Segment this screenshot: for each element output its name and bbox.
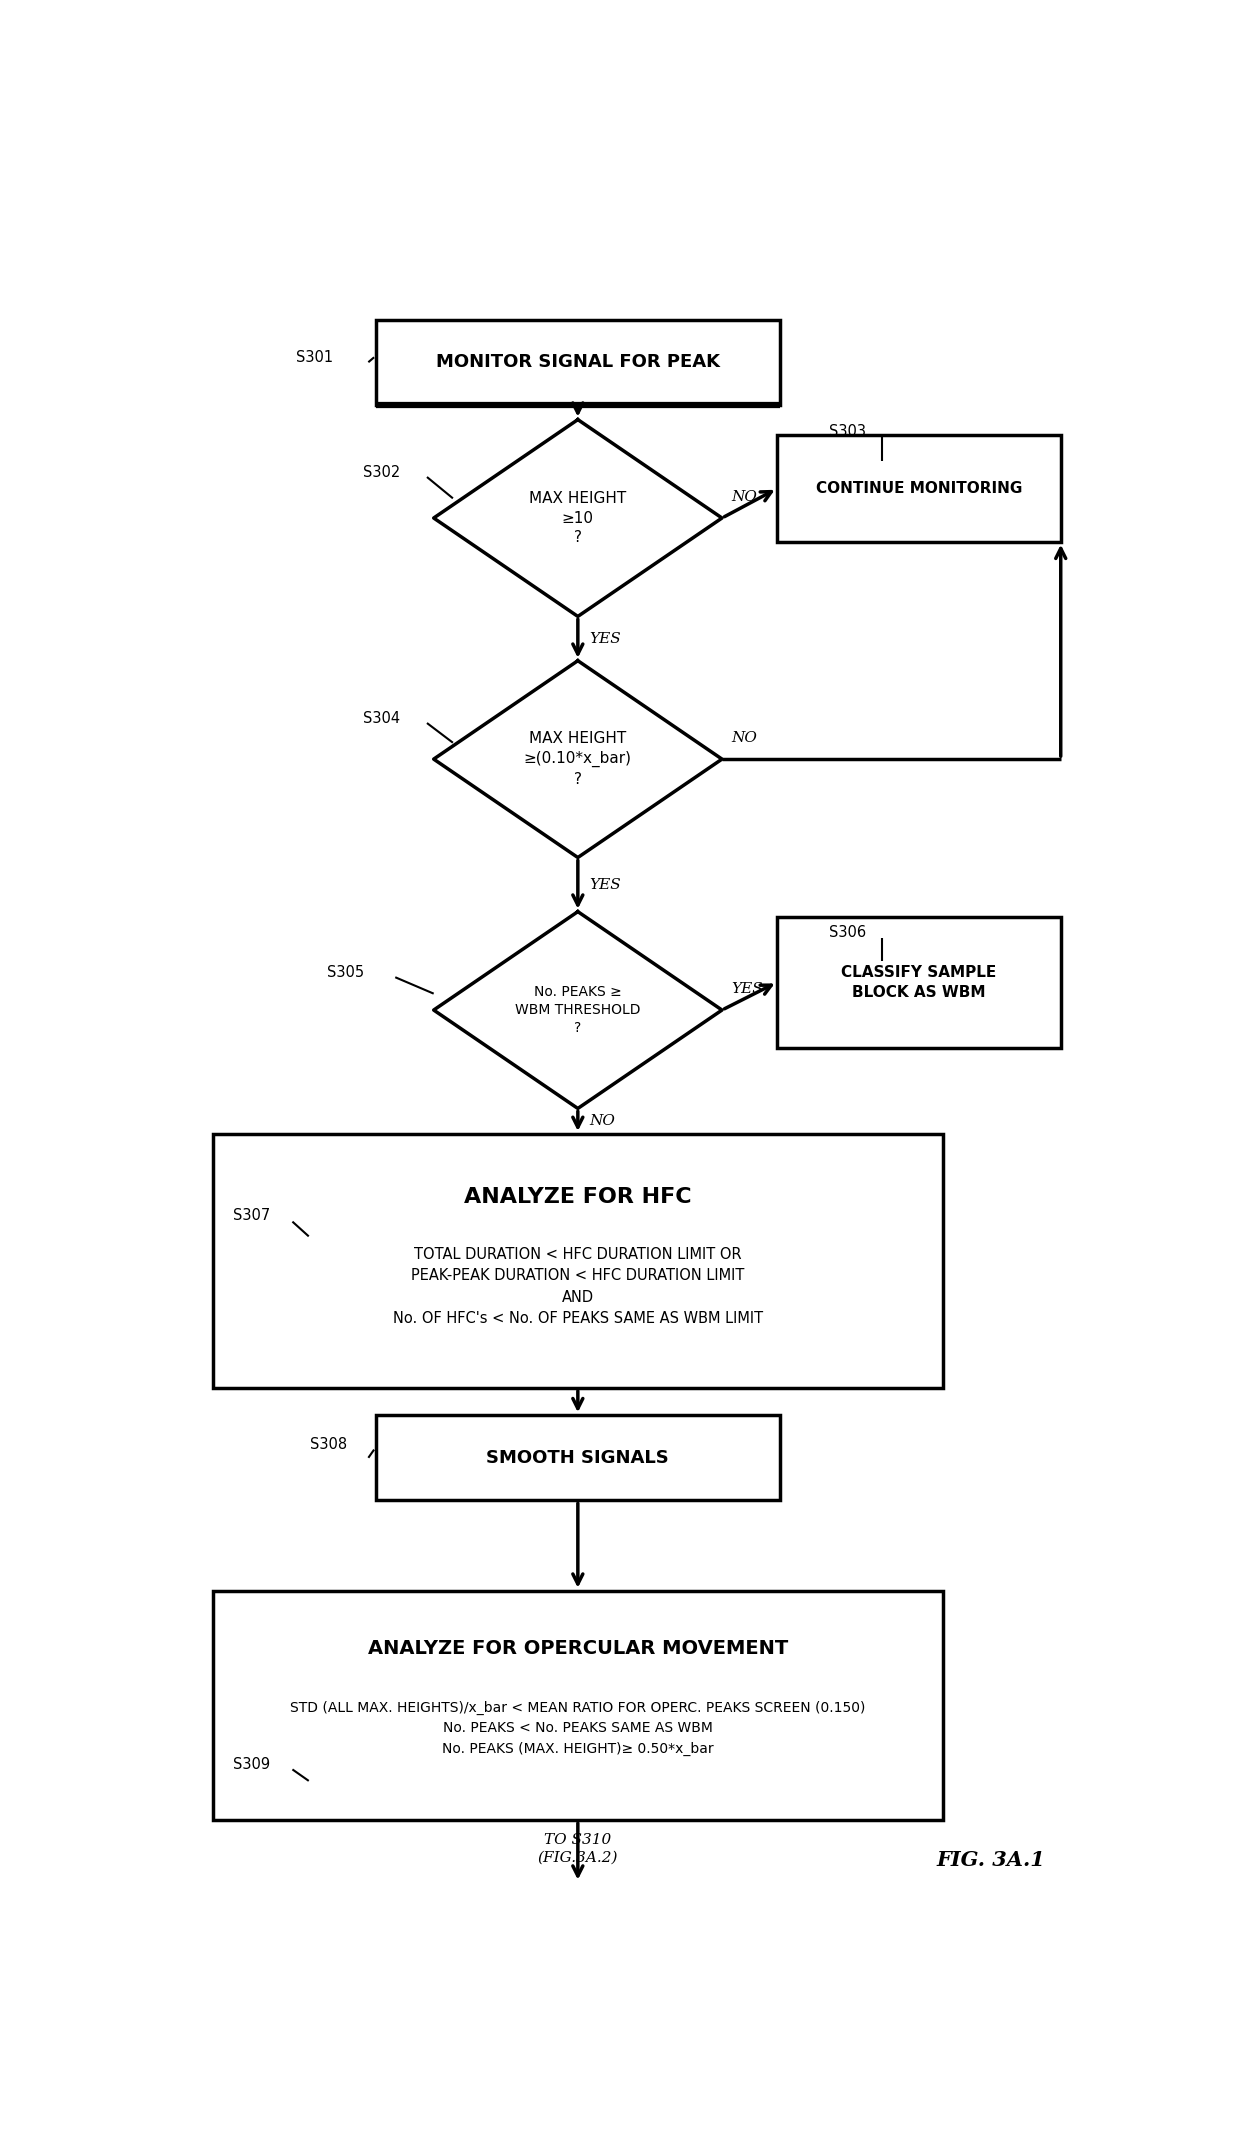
Text: MAX HEIGHT
≥(0.10*x_bar)
?: MAX HEIGHT ≥(0.10*x_bar) ?	[523, 731, 632, 786]
Text: (FIG.3A.2): (FIG.3A.2)	[538, 1851, 618, 1866]
Text: YES: YES	[589, 633, 621, 645]
Text: MONITOR SIGNAL FOR PEAK: MONITOR SIGNAL FOR PEAK	[435, 354, 720, 371]
Text: NO: NO	[589, 1114, 615, 1129]
Bar	[213, 1591, 942, 1821]
Text: S306: S306	[830, 924, 866, 941]
Text: YES: YES	[589, 878, 621, 892]
Text: S305: S305	[327, 965, 365, 980]
Text: TO S310: TO S310	[544, 1834, 611, 1847]
Polygon shape	[434, 660, 722, 858]
Text: S308: S308	[310, 1438, 347, 1453]
Text: S302: S302	[363, 464, 401, 479]
Text: CONTINUE MONITORING: CONTINUE MONITORING	[816, 481, 1022, 496]
Text: S309: S309	[233, 1757, 270, 1772]
Text: NO: NO	[732, 490, 758, 503]
Text: S301: S301	[295, 349, 332, 364]
Text: TOTAL DURATION < HFC DURATION LIMIT OR
PEAK-PEAK DURATION < HFC DURATION LIMIT
A: TOTAL DURATION < HFC DURATION LIMIT OR P…	[393, 1246, 763, 1327]
Text: No. PEAKS ≥
WBM THRESHOLD
?: No. PEAKS ≥ WBM THRESHOLD ?	[515, 984, 641, 1035]
Text: YES: YES	[732, 982, 764, 995]
Bar	[376, 1414, 780, 1500]
Text: FIG. 3A.1: FIG. 3A.1	[936, 1849, 1045, 1870]
Bar	[777, 435, 1060, 541]
Text: S304: S304	[363, 711, 401, 726]
Bar	[213, 1133, 942, 1389]
Text: STD (ALL MAX. HEIGHTS)/x_bar < MEAN RATIO FOR OPERC. PEAKS SCREEN (0.150)
No. PE: STD (ALL MAX. HEIGHTS)/x_bar < MEAN RATI…	[290, 1702, 866, 1755]
Text: ANALYZE FOR OPERCULAR MOVEMENT: ANALYZE FOR OPERCULAR MOVEMENT	[368, 1638, 787, 1657]
Text: CLASSIFY SAMPLE
BLOCK AS WBM: CLASSIFY SAMPLE BLOCK AS WBM	[842, 965, 997, 999]
Bar	[777, 916, 1060, 1048]
Text: S303: S303	[830, 424, 866, 439]
Text: S307: S307	[233, 1208, 270, 1223]
Text: SMOOTH SIGNALS: SMOOTH SIGNALS	[486, 1448, 670, 1468]
Text: MAX HEIGHT
≥10
?: MAX HEIGHT ≥10 ?	[529, 490, 626, 545]
Bar	[376, 320, 780, 405]
Polygon shape	[434, 912, 722, 1108]
Text: NO: NO	[732, 731, 758, 745]
Polygon shape	[434, 420, 722, 616]
Text: ANALYZE FOR HFC: ANALYZE FOR HFC	[464, 1186, 692, 1208]
